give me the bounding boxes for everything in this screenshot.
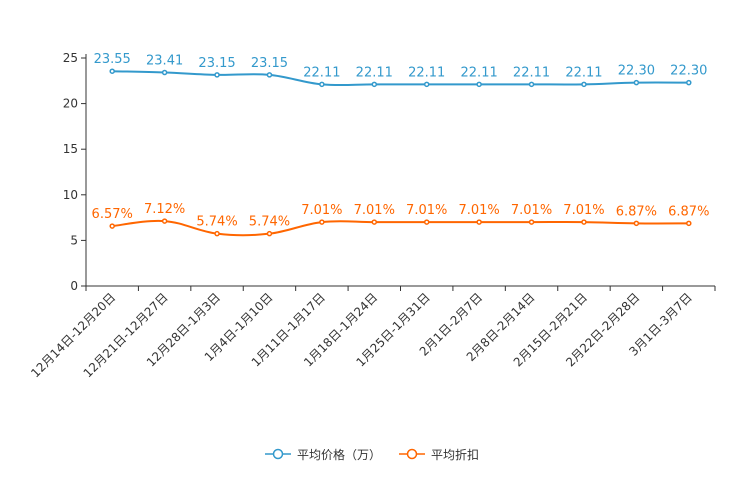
data-label: 7.01% [301, 203, 342, 218]
data-label: 22.11 [461, 65, 498, 80]
y-tick-label: 15 [63, 142, 78, 156]
data-label: 7.01% [458, 203, 499, 218]
data-point [161, 69, 168, 76]
circle-line-icon [264, 448, 291, 460]
data-point [476, 81, 482, 88]
data-label: 7.01% [406, 203, 447, 218]
y-tick-label: 20 [63, 97, 78, 111]
circle-line-icon [399, 448, 425, 460]
line-chart: 0 5 10 15 20 25 12月14日-12月20日12月21日-12月27日12月… [28, 51, 716, 380]
data-label: 6.57% [92, 207, 133, 222]
data-point [266, 230, 273, 237]
data-point [109, 223, 115, 229]
data-point [161, 218, 168, 224]
data-point [423, 81, 430, 88]
y-tick-label: 10 [63, 188, 78, 202]
legend-item-price[interactable]: 平均价格（万） [264, 446, 381, 463]
data-point [528, 219, 535, 225]
data-label: 23.15 [198, 56, 235, 71]
legend-item-discount[interactable]: 平均折扣 [399, 446, 479, 463]
x-tick-label: 12月14日-12月20日 [28, 290, 118, 380]
data-point [266, 72, 273, 78]
data-point [686, 79, 692, 86]
data-label: 22.11 [408, 65, 445, 80]
y-axis: 0 5 10 15 20 25 [63, 51, 87, 293]
data-point [686, 220, 692, 227]
data-label: 22.11 [356, 65, 393, 80]
y-tick-label: 25 [63, 51, 78, 65]
data-point [214, 230, 220, 237]
data-label: 7.12% [144, 202, 185, 217]
data-point [319, 219, 325, 225]
data-label: 6.87% [616, 204, 657, 219]
data-point [371, 81, 378, 88]
data-point [214, 72, 220, 78]
series-line [112, 219, 689, 237]
data-label: 22.11 [513, 65, 550, 80]
data-point [423, 219, 430, 225]
data-point [319, 81, 325, 88]
series-1: 6.57% 7.12% 5.74% 5.74% 7.01% 7.01% 7.01% 7.01%… [92, 202, 709, 237]
series-0: 23.55 23.41 23.15 23.15 22.11 22.11 22.11 22.11… [94, 52, 707, 88]
data-label: 23.15 [251, 56, 288, 71]
data-label: 22.30 [618, 64, 655, 79]
data-point [371, 219, 378, 225]
data-label: 22.11 [303, 65, 340, 80]
data-point [528, 81, 535, 88]
legend-label-price: 平均价格（万） [296, 447, 381, 462]
data-label: 23.55 [94, 52, 131, 67]
data-label: 23.41 [146, 54, 183, 69]
data-label: 7.01% [511, 203, 552, 218]
data-label: 5.74% [196, 215, 237, 230]
data-point [581, 81, 587, 88]
data-label: 22.30 [670, 64, 707, 79]
data-label: 7.01% [354, 203, 395, 218]
series-layer: 23.55 23.41 23.15 23.15 22.11 22.11 22.11 22.11… [92, 52, 709, 237]
data-label: 7.01% [563, 203, 604, 218]
data-point [633, 220, 640, 227]
y-tick-label: 0 [70, 279, 78, 293]
series-line [112, 70, 689, 87]
data-point [581, 219, 587, 225]
y-tick-label: 5 [70, 233, 78, 247]
data-label: 22.11 [565, 65, 602, 80]
data-label: 5.74% [249, 215, 290, 230]
data-point [476, 219, 482, 225]
data-point [109, 68, 115, 74]
data-label: 6.87% [668, 204, 709, 219]
legend-label-discount: 平均折扣 [431, 447, 480, 462]
data-point [633, 79, 640, 86]
x-axis: 12月14日-12月20日12月21日-12月27日12月28日-1月3日1月4… [28, 285, 716, 380]
legend: 平均价格（万） 平均折扣 [0, 442, 744, 466]
